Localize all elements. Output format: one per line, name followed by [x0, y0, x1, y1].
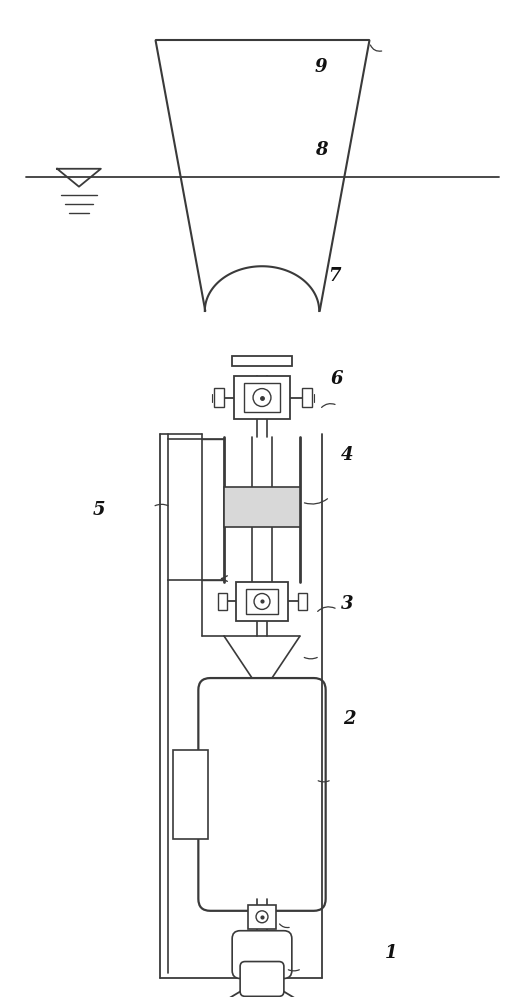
Text: 6: 6	[330, 370, 343, 388]
Bar	[173, 750, 208, 839]
FancyBboxPatch shape	[198, 678, 326, 911]
Text: 9: 9	[314, 58, 327, 76]
FancyBboxPatch shape	[232, 931, 292, 978]
Text: 2: 2	[343, 710, 356, 728]
Bar	[232, 356, 292, 366]
Bar	[302, 388, 312, 407]
Bar	[236, 582, 288, 621]
Bar	[214, 388, 224, 407]
FancyBboxPatch shape	[240, 962, 284, 996]
Text: 5: 5	[93, 501, 106, 519]
Bar	[298, 593, 307, 610]
Text: 4: 4	[341, 446, 353, 464]
Text: 7: 7	[328, 267, 340, 285]
Bar	[218, 593, 227, 610]
Text: 3: 3	[341, 595, 353, 613]
Bar	[234, 376, 290, 419]
Bar	[248, 905, 276, 929]
Text: 8: 8	[314, 141, 327, 159]
Bar	[224, 487, 300, 527]
Bar	[246, 589, 278, 614]
Text: 1: 1	[385, 944, 398, 962]
Bar	[244, 383, 280, 412]
